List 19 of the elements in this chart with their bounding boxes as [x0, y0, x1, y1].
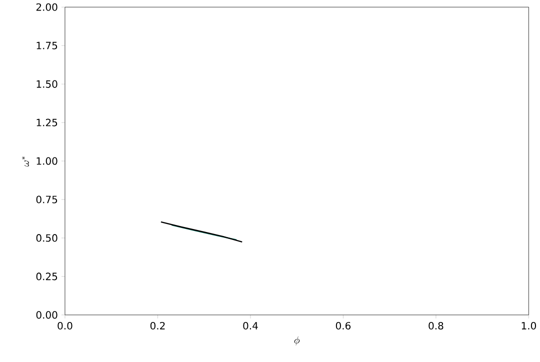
x-tick-label: 0.2 — [150, 322, 165, 330]
x-tick-label: 0.6 — [336, 322, 351, 330]
y-tick-label: 0.25 — [36, 272, 58, 280]
line-series — [160, 221, 243, 243]
y-tick-label: 2.00 — [36, 3, 58, 11]
y-tick-label: 1.50 — [36, 80, 58, 88]
y-tick-label: 0.00 — [36, 311, 58, 319]
x-tick-label: 0.0 — [58, 322, 72, 330]
x-tick-label: 0.4 — [243, 322, 258, 330]
y-tick-label: 1.00 — [36, 157, 58, 165]
x-axis-title: $\phi$ — [294, 336, 300, 346]
y-tick-label: 0.75 — [36, 196, 58, 204]
x-tick-label: 0.8 — [428, 322, 444, 330]
y-tick-label: 0.50 — [36, 234, 58, 242]
y-tick-label: 1.25 — [36, 118, 58, 126]
line-series — [171, 224, 238, 240]
x-tick-label: 1.0 — [522, 322, 536, 330]
y-axis-title: $\omega^*$ — [22, 156, 29, 167]
y-tick-label: 1.75 — [36, 42, 58, 50]
